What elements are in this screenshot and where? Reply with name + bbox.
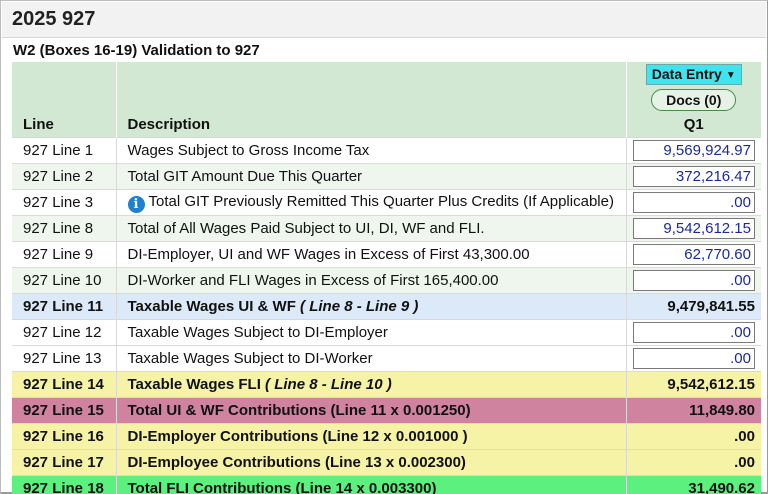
mode-select[interactable]: Data Entry▼ <box>646 64 742 85</box>
validation-table: Line Description Data Entry▼ Docs (0) Q1 <box>12 62 761 494</box>
amount-input[interactable]: 9,542,612.15 <box>633 218 755 239</box>
table-row-line-1: 927 Line 1 Wages Subject to Gross Income… <box>12 138 761 164</box>
line-description: Total of All Wages Paid Subject to UI, D… <box>116 216 626 242</box>
column-header-q1: Data Entry▼ Docs (0) Q1 <box>626 62 761 138</box>
line-number: 927 Line 9 <box>12 242 116 268</box>
computed-amount: 31,490.62 <box>626 476 761 494</box>
line-number: 927 Line 12 <box>12 320 116 346</box>
line-description: Total GIT Previously Remitted This Quart… <box>149 193 614 210</box>
line-description: DI-Employer Contributions (Line 12 x 0.0… <box>116 424 626 450</box>
table-row-line-13: 927 Line 13 Taxable Wages Subject to DI-… <box>12 346 761 372</box>
computed-amount: 9,542,612.15 <box>626 372 761 398</box>
table-row-line-12: 927 Line 12 Taxable Wages Subject to DI-… <box>12 320 761 346</box>
column-header-line: Line <box>12 62 116 138</box>
table-header-row: Line Description Data Entry▼ Docs (0) Q1 <box>12 62 761 138</box>
title-bar: 2025 927 <box>2 2 766 38</box>
table-row-line-10: 927 Line 10 DI-Worker and FLI Wages in E… <box>12 268 761 294</box>
amount-input[interactable]: .00 <box>633 322 755 343</box>
line-number: 927 Line 8 <box>12 216 116 242</box>
line-description-cell: Taxable Wages FLI ( Line 8 - Line 10 ) <box>116 372 626 398</box>
amount-input[interactable]: 62,770.60 <box>633 244 755 265</box>
computed-amount: 9,479,841.55 <box>626 294 761 320</box>
line-description: Taxable Wages FLI <box>128 376 261 393</box>
line-description: DI-Employee Contributions (Line 13 x 0.0… <box>116 450 626 476</box>
table-row-line-9: 927 Line 9 DI-Employer, UI and WF Wages … <box>12 242 761 268</box>
line-description: Wages Subject to Gross Income Tax <box>116 138 626 164</box>
line-description: Total GIT Amount Due This Quarter <box>116 164 626 190</box>
line-number: 927 Line 15 <box>12 398 116 424</box>
computed-amount: .00 <box>626 450 761 476</box>
line-number: 927 Line 10 <box>12 268 116 294</box>
chevron-down-icon: ▼ <box>726 66 736 85</box>
section-title: W2 (Boxes 16-19) Validation to 927 <box>13 42 260 59</box>
computed-amount: 11,849.80 <box>626 398 761 424</box>
line-number: 927 Line 11 <box>12 294 116 320</box>
computed-amount: .00 <box>626 424 761 450</box>
docs-button[interactable]: Docs (0) <box>651 89 736 111</box>
table-row-line-17: 927 Line 17 DI-Employee Contributions (L… <box>12 450 761 476</box>
line-formula: ( Line 8 - Line 10 ) <box>265 376 392 393</box>
line-description: Total FLI Contributions (Line 14 x 0.003… <box>116 476 626 494</box>
table-row-line-8: 927 Line 8 Total of All Wages Paid Subje… <box>12 216 761 242</box>
amount-input[interactable]: .00 <box>633 270 755 291</box>
line-number: 927 Line 13 <box>12 346 116 372</box>
table-row-line-14: 927 Line 14 Taxable Wages FLI ( Line 8 -… <box>12 372 761 398</box>
line-formula: ( Line 8 - Line 9 ) <box>300 298 418 315</box>
info-circle-icon[interactable]: i <box>128 196 145 213</box>
line-number: 927 Line 18 <box>12 476 116 494</box>
line-number: 927 Line 16 <box>12 424 116 450</box>
line-number: 927 Line 2 <box>12 164 116 190</box>
table-row-line-15: 927 Line 15 Total UI & WF Contributions … <box>12 398 761 424</box>
column-header-description: Description <box>116 62 626 138</box>
line-number: 927 Line 3 <box>12 190 116 216</box>
line-number: 927 Line 1 <box>12 138 116 164</box>
amount-input[interactable]: 9,569,924.97 <box>633 140 755 161</box>
line-description: DI-Worker and FLI Wages in Excess of Fir… <box>116 268 626 294</box>
line-description: Total UI & WF Contributions (Line 11 x 0… <box>116 398 626 424</box>
table-row-line-11: 927 Line 11 Taxable Wages UI & WF ( Line… <box>12 294 761 320</box>
table-row-line-2: 927 Line 2 Total GIT Amount Due This Qua… <box>12 164 761 190</box>
table-row-line-16: 927 Line 16 DI-Employer Contributions (L… <box>12 424 761 450</box>
line-description: DI-Employer, UI and WF Wages in Excess o… <box>116 242 626 268</box>
quarter-label: Q1 <box>627 116 762 133</box>
validation-table-wrap: Line Description Data Entry▼ Docs (0) Q1 <box>12 62 761 494</box>
line-description: Taxable Wages Subject to DI-Worker <box>116 346 626 372</box>
mode-select-value: Data Entry <box>652 66 722 82</box>
line-description-cell: Taxable Wages UI & WF ( Line 8 - Line 9 … <box>116 294 626 320</box>
line-number: 927 Line 14 <box>12 372 116 398</box>
line-description: Taxable Wages UI & WF <box>128 298 296 315</box>
amount-input[interactable]: .00 <box>633 348 755 369</box>
line-number: 927 Line 17 <box>12 450 116 476</box>
line-description: Taxable Wages Subject to DI-Employer <box>116 320 626 346</box>
table-row-line-18: 927 Line 18 Total FLI Contributions (Lin… <box>12 476 761 494</box>
page-title: 2025 927 <box>12 8 95 31</box>
amount-input[interactable]: 372,216.47 <box>633 166 755 187</box>
amount-input[interactable]: .00 <box>633 192 755 213</box>
